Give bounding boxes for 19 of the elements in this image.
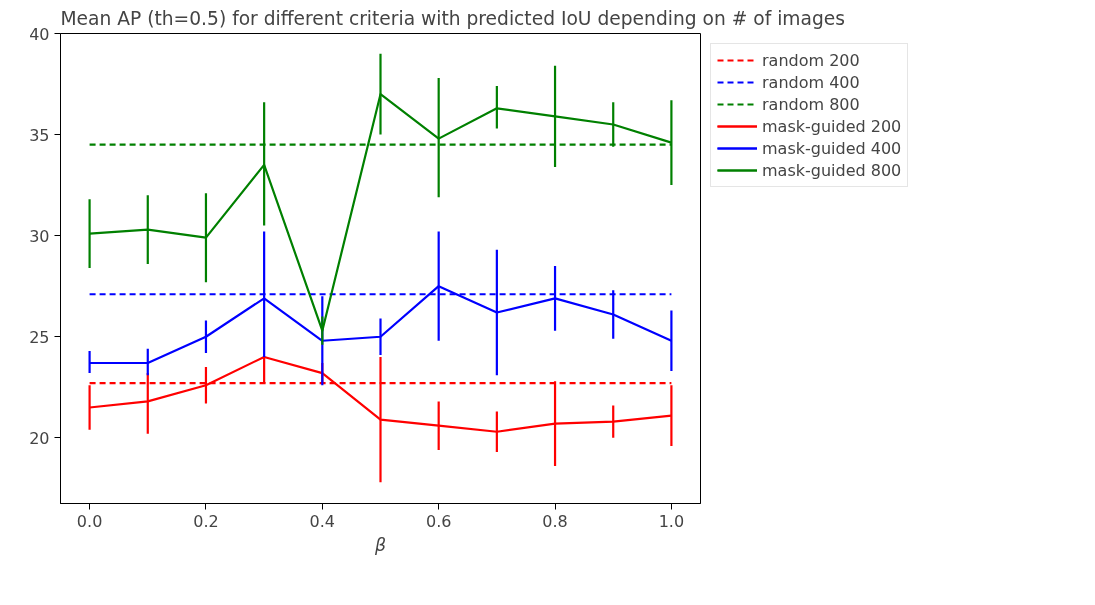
x-tick-label: 0.6 [425, 511, 452, 531]
y-tick-label: 30 [29, 226, 50, 246]
y-tick-label: 20 [29, 428, 50, 448]
legend-label: mask-guided 400 [762, 138, 902, 158]
legend-label: random 200 [762, 50, 860, 70]
y-tick-label: 25 [29, 327, 50, 347]
chart-title: Mean AP (th=0.5) for different criteria with predicted IoU depending on # of images [60, 7, 846, 29]
x-tick-label: 0.8 [542, 511, 568, 531]
legend-label: mask-guided 800 [762, 160, 902, 180]
x-tick-label: 0.0 [76, 511, 103, 531]
legend-label: random 800 [762, 94, 860, 114]
x-tick-label: 0.4 [309, 511, 336, 531]
x-tick-label: 0.2 [193, 511, 219, 531]
x-axis-title: β [373, 534, 387, 555]
y-tick-label: 35 [29, 125, 50, 145]
legend-label: random 400 [762, 72, 860, 92]
x-tick-label: 1.0 [658, 511, 685, 531]
y-tick-label: 40 [29, 24, 50, 44]
legend-label: mask-guided 200 [762, 116, 902, 136]
